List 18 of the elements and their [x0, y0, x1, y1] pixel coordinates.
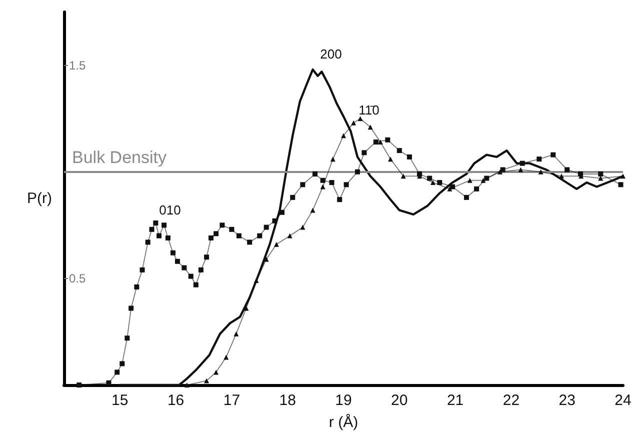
y-axis-title: P(r) — [27, 190, 52, 207]
annotation: 11̄0 — [358, 102, 380, 118]
x-tick-label: 18 — [279, 392, 296, 409]
annotation: 010 — [159, 202, 181, 218]
x-tick-label: 16 — [167, 392, 184, 409]
ref-line-label: Bulk Density — [72, 148, 167, 167]
x-tick-label: 19 — [335, 392, 352, 409]
x-tick-label: 22 — [502, 392, 520, 409]
x-tick-label: 17 — [223, 392, 240, 409]
x-tick-label: 15 — [112, 392, 128, 409]
annotation: 200 — [320, 46, 342, 62]
y-tick-label: 1.5 — [69, 58, 86, 72]
x-tick-label: 21 — [446, 392, 464, 409]
x-tick-label: 20 — [391, 392, 408, 409]
y-tick-label: 0.5 — [69, 271, 86, 286]
x-tick-label: 24 — [614, 392, 632, 409]
x-tick-label: 23 — [558, 392, 576, 409]
x-axis-title: r (Å) — [328, 413, 358, 431]
